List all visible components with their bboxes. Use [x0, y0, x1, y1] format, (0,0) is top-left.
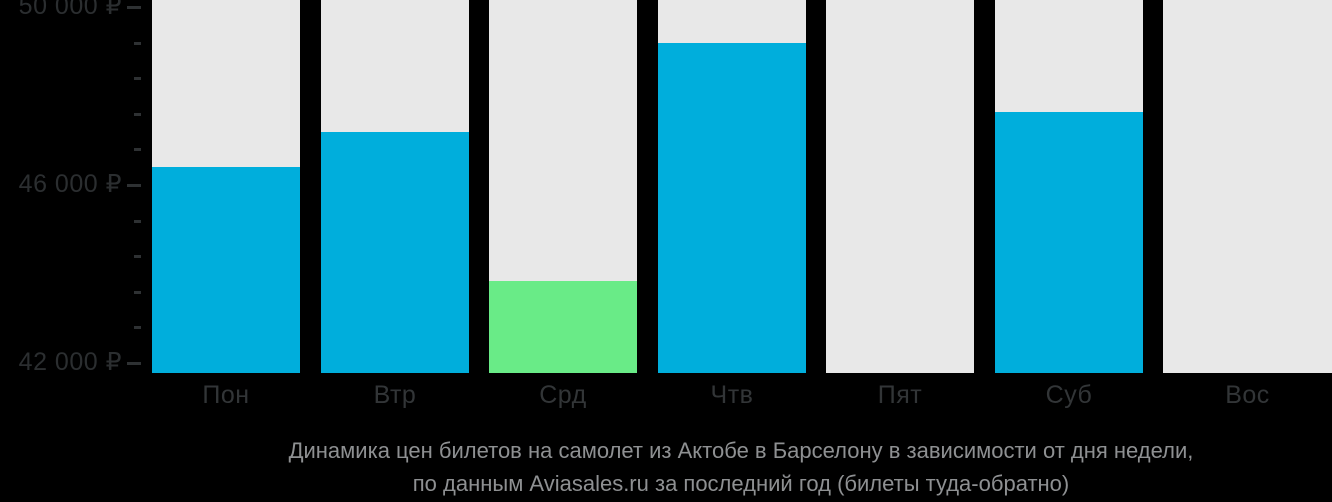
caption-line-2: по данным Aviasales.ru за последний год …: [412, 471, 1070, 496]
x-label-пон: Пон: [202, 381, 250, 409]
column-track-пят: [826, 0, 974, 373]
y-minor-tick-42800: [134, 326, 141, 329]
x-label-пят: Пят: [877, 381, 923, 409]
caption-line-1: Динамика цен билетов на самолет из Актоб…: [288, 438, 1194, 463]
y-minor-tick-43600: [134, 291, 141, 294]
value-bar-чтв: [658, 43, 806, 373]
plot-area: [152, 0, 1332, 373]
y-minor-tick-48400: [134, 77, 141, 80]
y-axis: 50 000 ₽ 46 000 ₽ 42 000 ₽: [0, 0, 150, 376]
x-label-суб: Суб: [1045, 381, 1093, 409]
x-label-чтв: Чтв: [710, 381, 754, 409]
y-tick-label-46000: 46 000 ₽: [18, 169, 122, 198]
y-minor-tick-46800: [134, 148, 141, 151]
x-label-срд: Срд: [539, 381, 587, 409]
y-major-tick-46000: [127, 184, 141, 187]
value-bar-суб: [995, 112, 1143, 373]
value-bar-втр: [321, 132, 469, 373]
value-bar-пон: [152, 167, 300, 373]
y-tick-label-42000: 42 000 ₽: [18, 347, 122, 376]
y-tick-label-50000: 50 000 ₽: [18, 0, 122, 20]
value-bar-срд: [489, 281, 637, 373]
x-label-втр: Втр: [373, 381, 417, 409]
chart-caption: Динамика цен билетов на самолет из Актоб…: [150, 434, 1332, 500]
y-minor-tick-49200: [134, 42, 141, 45]
y-minor-tick-47600: [134, 113, 141, 116]
x-label-вос: Вос: [1225, 381, 1270, 409]
y-minor-tick-44400: [134, 255, 141, 258]
y-major-tick-42000: [127, 362, 141, 365]
column-track-вос: [1163, 0, 1332, 373]
y-minor-tick-45200: [134, 220, 141, 223]
y-major-tick-50000: [127, 6, 141, 9]
